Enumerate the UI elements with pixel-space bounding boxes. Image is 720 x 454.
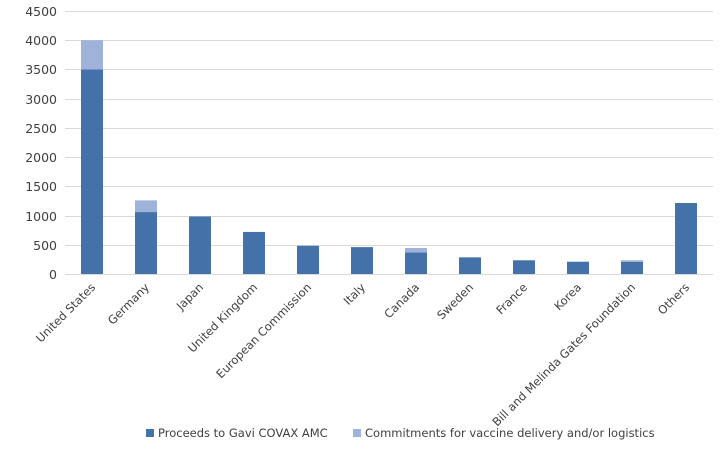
legend-swatch	[146, 429, 154, 437]
bars	[81, 40, 697, 274]
bar-segment-commitments	[405, 247, 427, 253]
y-tick-label: 4500	[25, 4, 57, 19]
x-category-label: France	[493, 280, 530, 317]
x-category-label: Japan	[173, 280, 206, 313]
legend: Proceeds to Gavi COVAX AMC Commitments fo…	[146, 426, 655, 440]
x-category-label: Sweden	[434, 280, 476, 322]
gridlines	[65, 11, 713, 275]
x-category-label: United States	[33, 280, 98, 345]
y-tick-label: 3500	[25, 62, 57, 77]
bar-segment-proceeds	[297, 245, 319, 274]
y-tick-label: 0	[49, 267, 57, 282]
bar-segment-proceeds	[567, 261, 589, 274]
bar-segment-proceeds	[351, 247, 373, 274]
legend-label: Commitments for vaccine delivery and/or …	[365, 426, 655, 440]
legend-swatch	[353, 429, 361, 437]
bar-segment-proceeds	[405, 252, 427, 274]
y-tick-label: 1500	[25, 179, 57, 194]
legend-label: Proceeds to Gavi COVAX AMC	[158, 426, 328, 440]
y-tick-label: 1000	[25, 209, 57, 224]
bar-segment-commitments	[297, 245, 319, 246]
bar-segment-proceeds	[81, 69, 103, 274]
bar-segment-commitments	[135, 200, 157, 213]
bar-segment-proceeds	[675, 202, 697, 274]
y-tick-label: 500	[33, 238, 57, 253]
bar-segment-commitments	[81, 40, 103, 70]
y-tick-label: 3000	[25, 92, 57, 107]
bar-segment-proceeds	[513, 260, 535, 274]
x-category-label: Italy	[341, 280, 369, 308]
y-tick-label: 4000	[25, 33, 57, 48]
x-category-label: Germany	[105, 280, 152, 327]
y-tick-label: 2500	[25, 121, 57, 136]
bar-segment-proceeds	[135, 212, 157, 274]
bar-segment-proceeds	[621, 261, 643, 274]
bar-segment-proceeds	[459, 257, 481, 274]
y-tick-label: 2000	[25, 150, 57, 165]
x-category-label: Canada	[381, 280, 422, 321]
bar-segment-commitments	[621, 260, 643, 262]
x-category-label: Korea	[551, 280, 584, 313]
bar-segment-proceeds	[243, 231, 265, 274]
y-axis-tick-labels: 0 500 1000 1500 2000 2500 3000 3500 4000 4500	[25, 4, 57, 282]
x-category-label: European Commission	[213, 280, 314, 381]
bar-segment-proceeds	[189, 216, 211, 274]
x-category-label: Others	[655, 280, 692, 317]
